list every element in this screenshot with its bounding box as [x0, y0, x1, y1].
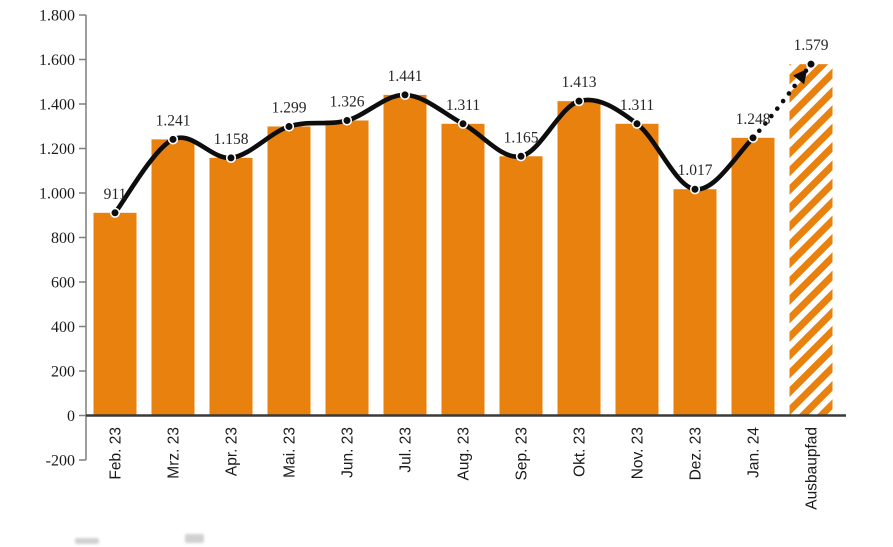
- line-marker: [399, 89, 411, 100]
- value-label: 1.579: [794, 37, 829, 54]
- x-axis-label: Ausbaupfad: [804, 427, 821, 510]
- x-axis-label: Aug. 23: [456, 427, 473, 480]
- x-axis-label: Sep. 23: [514, 427, 531, 480]
- bar: [267, 126, 311, 416]
- x-axis-label: Jul. 23: [398, 427, 415, 473]
- x-axis-label: Nov. 23: [630, 427, 647, 479]
- line-marker: [747, 132, 759, 143]
- arrowhead-icon: [793, 68, 808, 85]
- x-axis-label: Dez. 23: [688, 427, 705, 480]
- value-label: 1.413: [562, 74, 597, 91]
- line-marker: [167, 134, 179, 145]
- value-label: 1.241: [156, 112, 191, 129]
- bar: [209, 157, 253, 416]
- line-marker: [109, 207, 121, 218]
- line-marker: [225, 152, 237, 163]
- y-axis-label: 1.000: [39, 186, 75, 203]
- y-axis-label: 1.600: [39, 52, 75, 69]
- value-label: 1.311: [446, 97, 480, 114]
- y-axis-label: 1.400: [39, 97, 75, 114]
- x-axis-label: Jun. 23: [340, 427, 357, 478]
- value-label: 1.441: [388, 68, 423, 85]
- line-marker: [515, 151, 527, 162]
- y-axis-label: 600: [51, 275, 75, 292]
- forecast-bar: [789, 64, 833, 416]
- value-label: 1.248: [736, 111, 771, 128]
- y-axis-label: 1.800: [39, 8, 75, 25]
- bar: [441, 123, 485, 416]
- y-axis-label: -200: [46, 453, 75, 470]
- line-marker: [689, 184, 701, 195]
- bar: [93, 212, 137, 416]
- bar: [731, 137, 775, 416]
- bar: [499, 156, 543, 416]
- x-axis-label: Jan. 24: [746, 427, 763, 478]
- cropped-text-fragment: [185, 534, 204, 543]
- value-label: 1.311: [620, 97, 654, 114]
- value-label: 1.017: [678, 162, 713, 179]
- line-marker: [341, 115, 353, 126]
- bar: [615, 123, 659, 416]
- trend-line: [112, 92, 756, 216]
- line-marker: [457, 118, 469, 129]
- value-label: 911: [104, 186, 127, 203]
- value-label: 1.326: [330, 93, 365, 110]
- bar: [383, 94, 427, 416]
- y-axis-label: 0: [67, 408, 75, 425]
- bar: [325, 120, 369, 416]
- value-label: 1.165: [504, 129, 539, 146]
- value-label: 1.299: [272, 99, 307, 116]
- forecast-dotted-line: [750, 61, 814, 141]
- line-marker: [573, 96, 585, 107]
- line-marker: [805, 59, 817, 70]
- x-axis-label: Okt. 23: [572, 427, 589, 477]
- y-axis-label: 1.200: [39, 141, 75, 158]
- bar: [151, 139, 195, 416]
- x-axis-label: Apr. 23: [224, 427, 241, 476]
- line-marker: [283, 121, 295, 132]
- cropped-text-fragment: [75, 538, 99, 544]
- line-marker: [631, 118, 643, 129]
- value-label: 1.158: [214, 131, 249, 148]
- bar: [557, 101, 601, 416]
- x-axis-label: Feb. 23: [108, 427, 125, 480]
- y-axis-label: 800: [51, 230, 75, 247]
- bar: [673, 189, 717, 416]
- y-axis-label: 200: [51, 364, 75, 381]
- x-axis-label: Mrz. 23: [166, 427, 183, 479]
- y-axis-label: 400: [51, 319, 75, 336]
- x-axis-label: Mai. 23: [282, 427, 299, 478]
